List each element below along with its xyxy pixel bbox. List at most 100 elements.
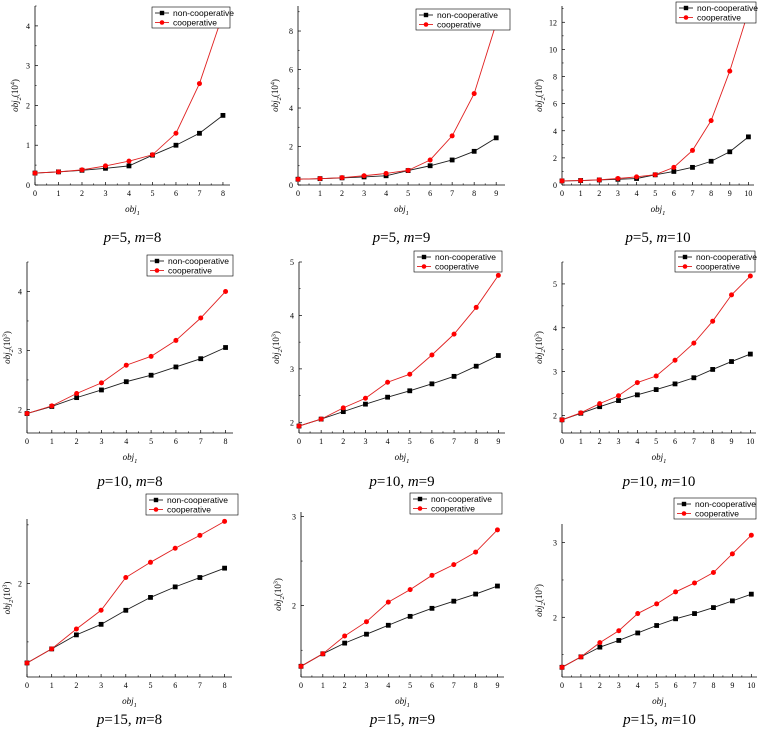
x-axis-label: obj1 bbox=[394, 204, 409, 217]
legend-label: cooperative bbox=[696, 262, 740, 272]
cooperative-point bbox=[196, 81, 202, 87]
x-tick-label: 7 bbox=[199, 437, 203, 446]
cooperative-point bbox=[361, 173, 367, 179]
caption-m-label: m bbox=[135, 712, 146, 728]
y-axis-label-base: obj bbox=[270, 100, 280, 112]
x-tick-label: 2 bbox=[74, 681, 78, 690]
x-tick-label: 0 bbox=[560, 681, 564, 690]
non-cooperative-point bbox=[597, 404, 603, 410]
y-tick-label: 3 bbox=[18, 346, 22, 355]
x-tick-label: 0 bbox=[33, 189, 37, 198]
x-axis-label-base: obj bbox=[651, 204, 663, 214]
legend-label: cooperative bbox=[431, 504, 475, 514]
legend-marker-non-cooperative bbox=[154, 258, 160, 264]
non-cooperative-point bbox=[729, 359, 734, 364]
caption-m-value: =10 bbox=[672, 712, 695, 728]
legend-box bbox=[146, 254, 234, 277]
y-tick-label: 2 bbox=[289, 143, 293, 152]
caption-p-value: =5, bbox=[111, 230, 134, 246]
chart-panel-3: 0 1 2 3 4 5 6 7 8 9 10024681012non-cooperativecoop… bbox=[534, 1, 758, 246]
y-axis-label-unit-close: ) bbox=[271, 331, 281, 334]
x-tick-label: 4 bbox=[635, 437, 639, 446]
chart-panel-9: 0 1 2 3 4 5 6 7 8 9 10 2 3 non-cooperativecooperative… bbox=[534, 497, 757, 728]
x-tick-label: 7 bbox=[198, 681, 202, 690]
y-axis-label-subscript: 2 bbox=[8, 348, 15, 352]
legend-box bbox=[673, 497, 757, 520]
cooperative-point bbox=[451, 331, 457, 337]
cooperative-point bbox=[24, 660, 30, 666]
y-tick-label: 2 bbox=[553, 154, 557, 163]
non-cooperative-line bbox=[300, 585, 498, 667]
cooperative-point bbox=[147, 559, 153, 565]
cooperative-point bbox=[691, 340, 697, 346]
non-cooperative-point bbox=[493, 135, 499, 141]
cooperative-line bbox=[298, 275, 499, 427]
non-cooperative-point bbox=[407, 388, 413, 394]
non-cooperative-point bbox=[197, 130, 202, 136]
caption-p-value: =5, bbox=[633, 230, 656, 246]
y-axis-label-base: obj bbox=[273, 599, 283, 611]
x-tick-label: 3 bbox=[99, 437, 103, 446]
caption-m-label: m bbox=[135, 230, 146, 246]
x-tick-label: 8 bbox=[223, 681, 227, 690]
x-tick-label: 3 bbox=[617, 681, 621, 690]
cooperative-point bbox=[653, 373, 659, 379]
cooperative-point bbox=[635, 611, 641, 617]
non-cooperative-point bbox=[451, 598, 457, 604]
caption-p-label: p bbox=[103, 230, 112, 246]
x-axis-label: obj1 bbox=[652, 696, 667, 709]
y-tick-label: 4 bbox=[553, 324, 557, 333]
cooperative-point bbox=[49, 403, 55, 409]
x-axis-label-subscript: 1 bbox=[406, 458, 409, 465]
non-cooperative-point bbox=[340, 409, 346, 415]
caption-m-label: m bbox=[404, 230, 415, 246]
x-tick-label: 6 bbox=[174, 437, 178, 446]
cooperative-point bbox=[102, 163, 108, 169]
x-tick-label: 1 bbox=[579, 437, 583, 446]
cooperative-point bbox=[729, 292, 735, 298]
cooperative-point bbox=[671, 164, 677, 170]
legend-box bbox=[415, 8, 511, 31]
caption-m-value: =10 bbox=[667, 230, 690, 246]
caption-p-value: =15, bbox=[631, 712, 662, 728]
cooperative-point bbox=[473, 549, 479, 555]
non-cooperative-point bbox=[98, 621, 104, 627]
caption-p-label: p bbox=[96, 712, 105, 728]
cooperative-point bbox=[385, 379, 391, 385]
cooperative-point bbox=[747, 273, 753, 279]
non-cooperative-point bbox=[691, 375, 697, 381]
x-tick-label: 4 bbox=[127, 189, 131, 198]
legend-label: non-cooperative bbox=[437, 10, 498, 20]
cooperative-point bbox=[654, 601, 660, 607]
x-tick-label: 1 bbox=[50, 681, 54, 690]
x-tick-label: 0 bbox=[25, 681, 29, 690]
non-cooperative-point bbox=[363, 401, 368, 407]
cooperative-point bbox=[429, 352, 435, 358]
cooperative-line bbox=[561, 534, 752, 668]
cooperative-line bbox=[34, 13, 224, 174]
non-cooperative-point bbox=[173, 364, 179, 370]
panel-caption: p=10, m=9 bbox=[368, 474, 434, 490]
cooperative-line bbox=[561, 275, 751, 421]
non-cooperative-point bbox=[672, 381, 678, 387]
caption-m-label: m bbox=[136, 474, 147, 490]
x-tick-label: 4 bbox=[386, 681, 390, 690]
x-tick-label: 2 bbox=[598, 437, 602, 446]
x-tick-label: 1 bbox=[321, 681, 325, 690]
x-axis-label-base: obj bbox=[395, 452, 407, 462]
caption-m-label: m bbox=[656, 230, 667, 246]
y-tick-label: 12 bbox=[549, 18, 557, 27]
cooperative-point bbox=[559, 178, 565, 184]
panel-caption: p=10, m=10 bbox=[622, 474, 696, 490]
non-cooperative-point bbox=[473, 363, 479, 369]
y-axis-label-unit-close: ) bbox=[534, 79, 544, 82]
x-tick-label: 6 bbox=[673, 437, 677, 446]
y-axis-label-unit-close: ) bbox=[534, 331, 544, 334]
non-cooperative-point bbox=[747, 351, 753, 357]
